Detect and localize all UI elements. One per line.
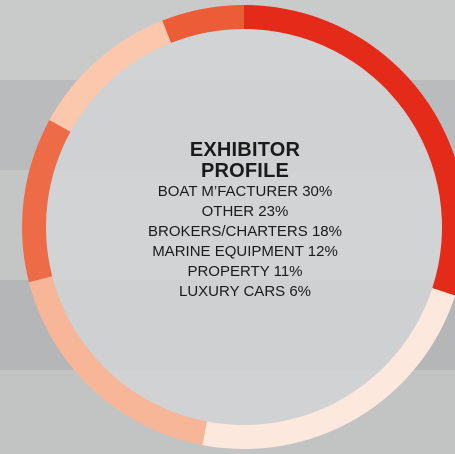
slice-label-brokers-charters: BROKERS/CHARTERS 18%	[148, 223, 342, 240]
chart-title-line-1: EXHIBITOR	[189, 139, 301, 161]
slice-label-boat-manufacturer: BOAT M’FACTURER 30%	[157, 183, 333, 200]
slice-brokers-charters	[28, 276, 207, 446]
slice-label-luxury-cars: LUXURY CARS 6%	[179, 283, 311, 300]
donut-center	[44, 27, 444, 427]
slice-other	[202, 288, 455, 449]
slice-label-property: PROPERTY 11%	[187, 263, 303, 280]
slice-boat-manufacturer	[244, 5, 455, 296]
chart-center-text: EXHIBITOR PROFILE BOAT M’FACTURER 30% OT…	[60, 140, 430, 302]
slice-label-marine-equipment: MARINE EQUIPMENT 12%	[152, 243, 338, 260]
slice-property	[49, 20, 172, 132]
chart-title: EXHIBITOR PROFILE	[60, 140, 430, 182]
chart-title-line-2: PROFILE	[200, 160, 290, 182]
slice-luxury-cars	[162, 5, 244, 43]
slice-label-other: OTHER 23%	[201, 203, 289, 220]
slice-marine-equipment	[22, 120, 71, 283]
